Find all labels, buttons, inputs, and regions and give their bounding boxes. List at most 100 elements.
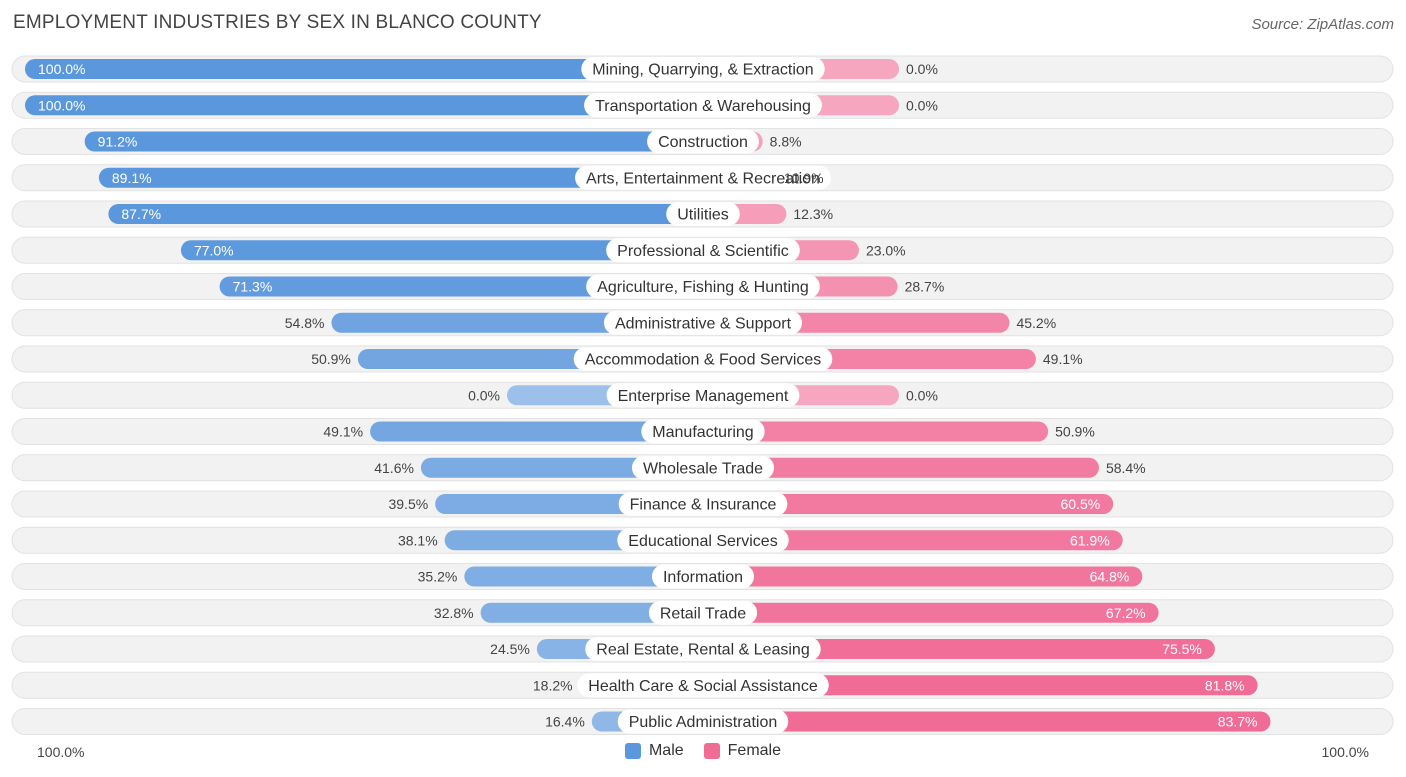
category-label: Transportation & Warehousing bbox=[595, 98, 811, 115]
category-pill bbox=[647, 129, 759, 154]
value-label-male: 0.0% bbox=[468, 387, 500, 403]
category-pill bbox=[585, 637, 821, 661]
value-label-female: 0.0% bbox=[906, 387, 938, 403]
category-label: Information bbox=[663, 569, 743, 586]
chart-title: EMPLOYMENT INDUSTRIES BY SEX IN BLANCO C… bbox=[13, 12, 542, 33]
bar-male bbox=[98, 167, 704, 188]
category-pill bbox=[618, 492, 788, 516]
legend: Male Female bbox=[0, 742, 1406, 760]
bar-female bbox=[703, 639, 1215, 659]
category-label: Educational Services bbox=[628, 533, 777, 550]
bar-male bbox=[464, 566, 703, 587]
category-label: Mining, Quarrying, & Extraction bbox=[592, 62, 813, 79]
value-label-female: 12.3% bbox=[793, 206, 833, 222]
value-label-female: 64.8% bbox=[1090, 569, 1130, 585]
value-label-female: 45.2% bbox=[1016, 315, 1056, 331]
category-pill bbox=[648, 600, 758, 625]
bar-female bbox=[703, 494, 1114, 514]
value-label-female: 61.9% bbox=[1070, 532, 1110, 548]
bar-female bbox=[703, 711, 1271, 732]
category-label: Health Care & Social Assistance bbox=[588, 678, 818, 695]
value-label-male: 100.0% bbox=[38, 97, 85, 113]
value-label-male: 77.0% bbox=[194, 242, 234, 258]
bar-male bbox=[108, 204, 704, 224]
category-label: Retail Trade bbox=[660, 605, 746, 622]
value-label-female: 75.5% bbox=[1162, 641, 1202, 657]
bar-male bbox=[219, 276, 703, 297]
value-label-male: 100.0% bbox=[38, 61, 85, 77]
category-label: Enterprise Management bbox=[618, 388, 789, 405]
category-pill bbox=[606, 238, 800, 263]
bar-female bbox=[703, 457, 1099, 478]
value-label-male: 41.6% bbox=[374, 460, 414, 476]
legend-label-female: Female bbox=[727, 742, 782, 759]
category-pill bbox=[617, 709, 789, 734]
value-label-male: 91.2% bbox=[98, 134, 138, 150]
category-pill bbox=[581, 57, 825, 81]
value-label-female: 81.8% bbox=[1205, 677, 1245, 693]
category-label: Manufacturing bbox=[652, 424, 753, 441]
value-label-female: 28.7% bbox=[905, 279, 945, 295]
bar-female bbox=[703, 421, 1049, 442]
category-pill bbox=[575, 165, 831, 190]
category-pill bbox=[577, 673, 829, 698]
category-label: Professional & Scientific bbox=[617, 243, 789, 260]
value-label-male: 54.8% bbox=[285, 315, 325, 331]
bar-male bbox=[420, 457, 703, 478]
value-label-female: 67.2% bbox=[1106, 605, 1146, 621]
category-pill bbox=[603, 310, 803, 335]
category-label: Public Administration bbox=[629, 714, 778, 731]
axis-left-label: 100.0% bbox=[37, 744, 85, 760]
category-label: Administrative & Support bbox=[615, 315, 792, 332]
bar-female bbox=[703, 602, 1159, 623]
value-label-male: 18.2% bbox=[533, 677, 573, 693]
value-label-female: 60.5% bbox=[1060, 496, 1100, 512]
category-label: Real Estate, Rental & Leasing bbox=[596, 642, 809, 659]
bar-male bbox=[480, 602, 703, 623]
bar-female bbox=[703, 675, 1258, 696]
category-label: Finance & Insurance bbox=[630, 497, 777, 514]
value-label-male: 71.3% bbox=[233, 279, 273, 295]
value-label-female: 23.0% bbox=[866, 242, 906, 258]
category-label: Construction bbox=[658, 134, 748, 151]
value-label-female: 49.1% bbox=[1043, 351, 1083, 367]
value-label-male: 49.1% bbox=[323, 424, 363, 440]
category-label: Arts, Entertainment & Recreation bbox=[586, 170, 820, 187]
value-label-female: 0.0% bbox=[906, 61, 938, 77]
category-label: Agriculture, Fishing & Hunting bbox=[597, 279, 809, 296]
value-label-male: 87.7% bbox=[121, 206, 161, 222]
source-note: Source: ZipAtlas.com bbox=[1251, 16, 1394, 33]
value-label-male: 50.9% bbox=[311, 351, 351, 367]
bar-male bbox=[25, 59, 703, 79]
category-pill bbox=[617, 528, 789, 553]
category-label: Utilities bbox=[677, 207, 729, 224]
value-label-female: 8.8% bbox=[770, 134, 802, 150]
category-pill bbox=[584, 93, 822, 118]
value-label-male: 38.1% bbox=[398, 532, 438, 548]
value-label-male: 39.5% bbox=[388, 496, 428, 512]
value-label-male: 35.2% bbox=[418, 569, 458, 585]
category-pill bbox=[586, 274, 820, 299]
value-label-male: 89.1% bbox=[112, 170, 152, 186]
bar-male bbox=[25, 95, 703, 116]
category-pill bbox=[651, 564, 755, 589]
category-pill bbox=[606, 383, 800, 408]
category-pill bbox=[631, 455, 775, 480]
value-label-female: 83.7% bbox=[1218, 714, 1258, 730]
bar-female bbox=[703, 566, 1143, 587]
legend-swatch-male bbox=[624, 743, 641, 759]
legend-item-female: Female bbox=[703, 742, 782, 760]
axis-right-label: 100.0% bbox=[1321, 744, 1369, 760]
value-label-female: 0.0% bbox=[906, 97, 938, 113]
category-pill bbox=[666, 202, 740, 226]
bar-male bbox=[370, 421, 703, 442]
bar-female bbox=[703, 530, 1123, 551]
legend-item-male: Male bbox=[624, 742, 684, 760]
category-label: Wholesale Trade bbox=[643, 460, 763, 477]
bar-male bbox=[180, 240, 703, 261]
value-label-female: 50.9% bbox=[1055, 424, 1095, 440]
value-label-male: 16.4% bbox=[545, 714, 585, 730]
value-label-male: 32.8% bbox=[434, 605, 474, 621]
value-label-female: 58.4% bbox=[1106, 460, 1146, 476]
